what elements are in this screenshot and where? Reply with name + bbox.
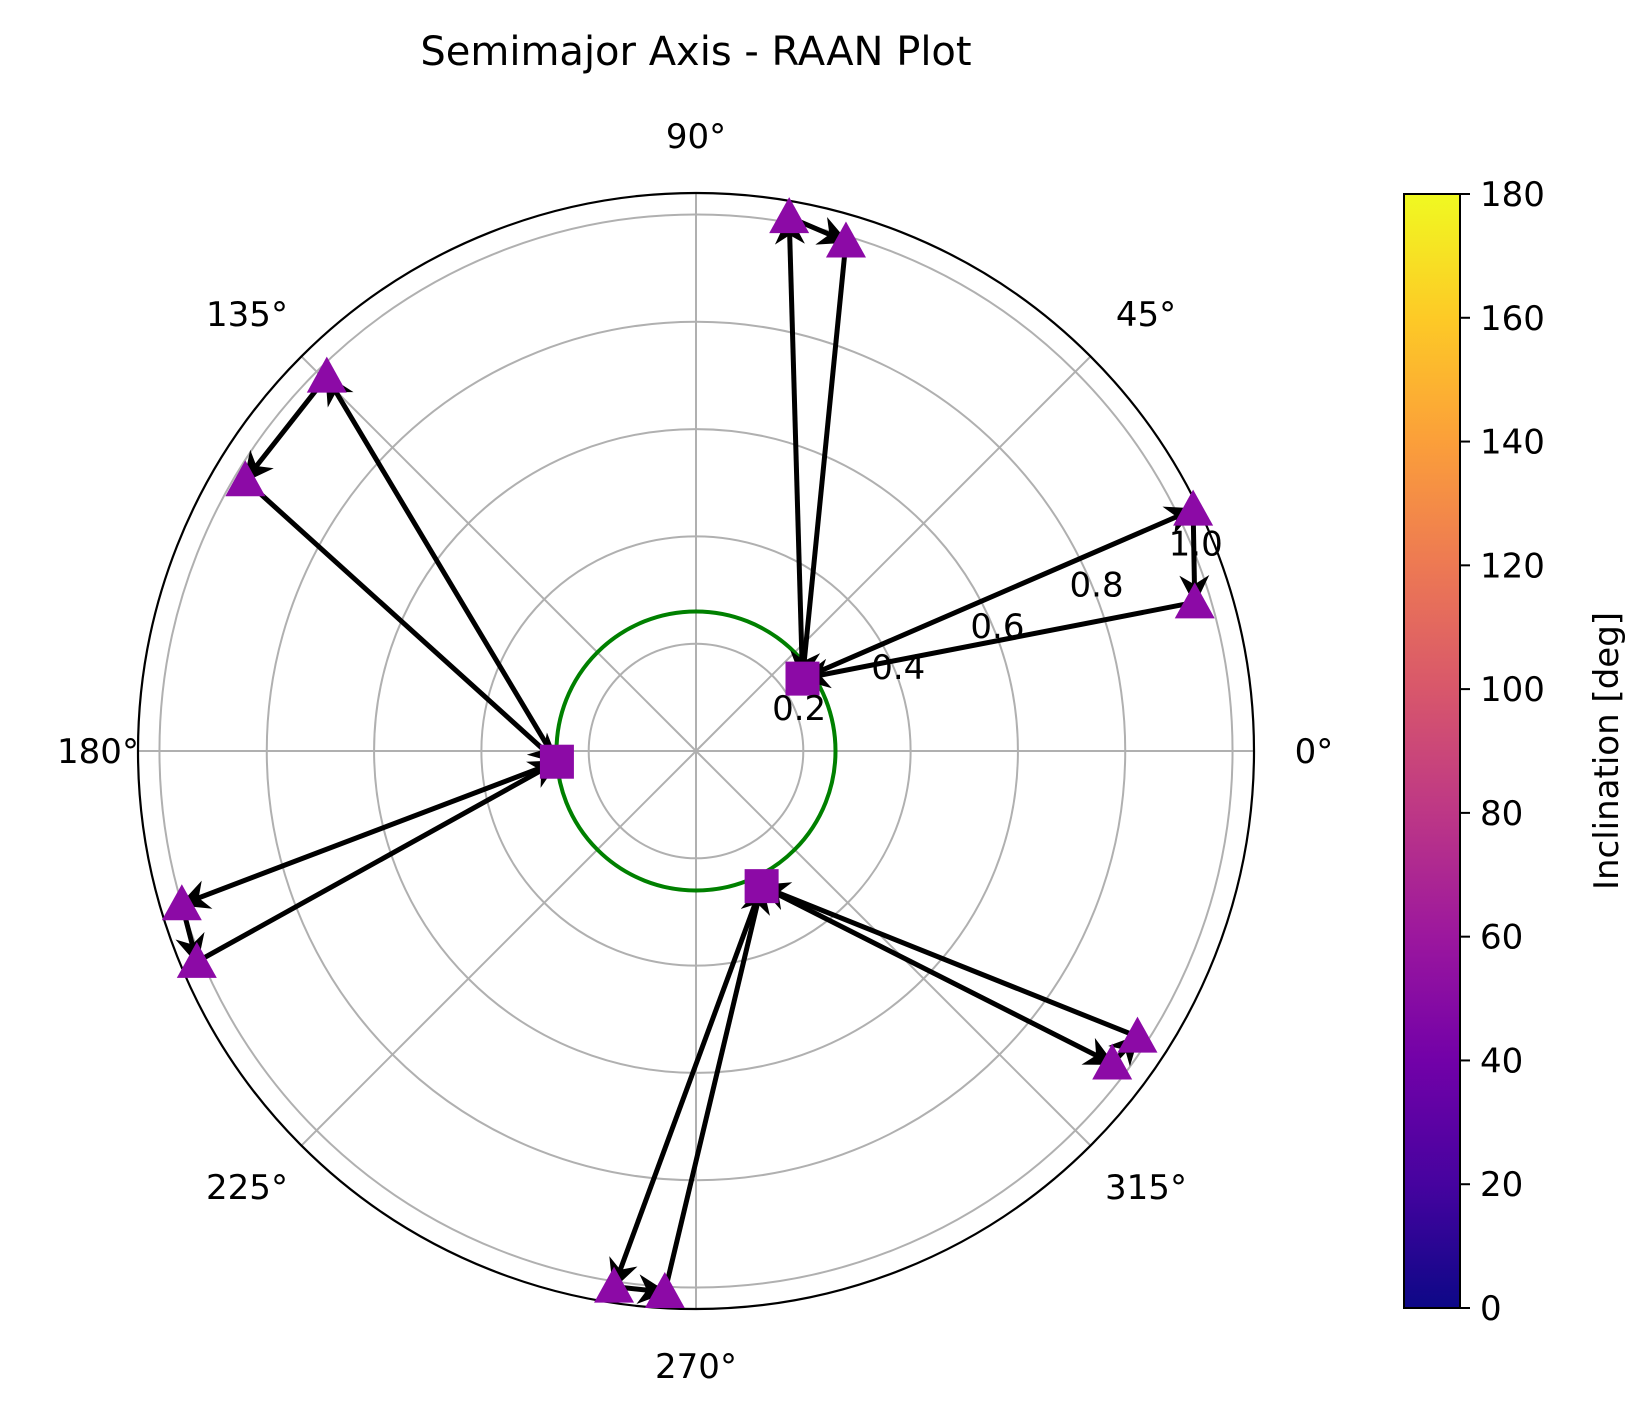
- angular-tick-label: 135°: [206, 295, 288, 335]
- tick-labels-layer: 0° 45° 90° 135° 180° 225° 270° 315° 0.2 0.4 0.6 0.8…: [57, 117, 1333, 1387]
- radial-tick-label: 0.8: [1070, 566, 1124, 606]
- arrow: [609, 885, 764, 1290]
- angular-gridline: [300, 750, 697, 1147]
- angular-gridline: [300, 355, 697, 752]
- center-square-marker: [744, 869, 779, 904]
- angular-tick-label: 45°: [1116, 295, 1176, 335]
- triangle-marker: [225, 460, 266, 497]
- colorbar-gradient: [1403, 193, 1461, 1309]
- triangle-marker: [594, 1266, 635, 1303]
- angular-tick-label: 270°: [655, 1347, 737, 1387]
- radial-tick-label: 0.6: [970, 607, 1024, 647]
- angular-tick-label: 225°: [206, 1168, 288, 1208]
- colorbar-tick-label: 40: [1480, 1041, 1523, 1081]
- arrow: [243, 375, 329, 483]
- triangle-marker: [769, 197, 810, 234]
- triangle-marker: [1092, 1043, 1133, 1080]
- arrow: [662, 883, 770, 1293]
- markers-layer: [161, 197, 1215, 1309]
- triangle-marker: [176, 941, 217, 978]
- triangle-marker: [1117, 1016, 1158, 1053]
- colorbar-label: Inclination [deg]: [1587, 612, 1627, 890]
- arrow: [774, 214, 806, 679]
- radial-tick-label: 0.2: [772, 689, 826, 729]
- triangle-marker: [644, 1272, 685, 1309]
- chart-title: Semimajor Axis - RAAN Plot: [420, 29, 971, 75]
- colorbar-tick-label: 180: [1480, 175, 1545, 215]
- arrow: [799, 599, 1196, 689]
- radial-tick-label: 1.0: [1169, 525, 1223, 565]
- colorbar-tick-label: 60: [1480, 918, 1523, 958]
- angular-tick-label: 0°: [1295, 732, 1334, 772]
- arrow: [758, 882, 1139, 1039]
- colorbar-tick-label: 80: [1480, 794, 1523, 834]
- center-square-marker: [785, 661, 820, 696]
- colorbar-tick-label: 20: [1480, 1165, 1523, 1205]
- polar-frame: [136, 191, 1256, 1311]
- radial-tick-label: 0.4: [871, 648, 925, 688]
- triangle-marker: [161, 884, 202, 921]
- angular-gridline: [695, 750, 1092, 1147]
- triangle-marker: [1173, 489, 1214, 526]
- triangle-marker: [825, 221, 866, 258]
- arrows-layer: [175, 214, 1210, 1305]
- colorbar: 0 20 40 60 80 100 120 140 160 180 Inclination [deg…: [1403, 175, 1627, 1329]
- colorbar-tick-label: 100: [1480, 670, 1545, 710]
- colorbar-tick-label: 120: [1480, 546, 1545, 586]
- polar-grid: [136, 191, 1256, 1311]
- center-square-marker: [539, 744, 574, 779]
- arrow: [801, 506, 1196, 681]
- triangle-marker: [306, 356, 347, 393]
- arrow: [243, 478, 560, 764]
- arrow: [790, 241, 849, 682]
- triangle-marker: [1174, 582, 1215, 619]
- colorbar-tick-label: 140: [1480, 423, 1545, 463]
- colorbar-tick-label: 160: [1480, 299, 1545, 339]
- arrow: [324, 374, 560, 763]
- arrow: [195, 759, 560, 965]
- arrow: [760, 883, 1115, 1066]
- angular-tick-label: 90°: [666, 117, 726, 157]
- colorbar-tick-label: 0: [1480, 1289, 1502, 1329]
- angular-gridline: [695, 355, 1092, 752]
- arrow: [179, 759, 558, 909]
- angular-tick-label: 315°: [1105, 1168, 1187, 1208]
- angular-tick-label: 180°: [57, 732, 139, 772]
